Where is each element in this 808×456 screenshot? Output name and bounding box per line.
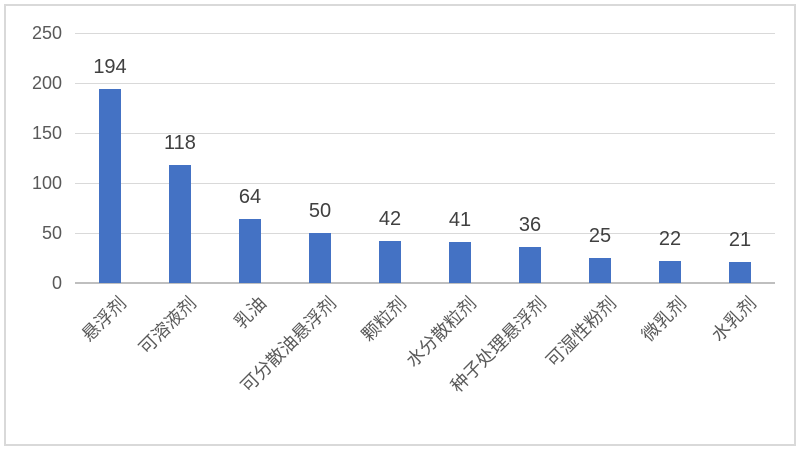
x-axis-line — [75, 282, 775, 284]
gridline — [75, 183, 775, 184]
category-label: 颗粒剂 — [357, 293, 411, 346]
bar — [99, 89, 121, 283]
category-label: 乳油 — [230, 293, 271, 333]
category-label: 微乳剂 — [637, 293, 691, 346]
gridline — [75, 83, 775, 84]
gridline — [75, 233, 775, 234]
y-tick-label: 50 — [41, 223, 62, 243]
bar — [519, 247, 541, 283]
bar — [169, 165, 191, 283]
value-label: 41 — [448, 209, 472, 231]
bar — [729, 262, 751, 283]
bar — [309, 233, 331, 283]
gridline — [75, 33, 775, 34]
y-tick-label: 0 — [51, 273, 62, 293]
bar — [449, 242, 471, 283]
bar — [589, 258, 611, 283]
value-label: 118 — [164, 132, 196, 154]
category-label: 可湿性粉剂 — [542, 293, 621, 371]
value-label: 22 — [658, 228, 682, 250]
bar — [379, 241, 401, 283]
value-label: 36 — [518, 214, 542, 236]
value-label: 21 — [728, 229, 752, 251]
category-label: 悬浮剂 — [77, 293, 131, 346]
value-label: 42 — [378, 208, 402, 230]
category-label: 可溶液剂 — [135, 293, 201, 359]
y-tick-label: 200 — [31, 73, 62, 93]
value-label: 50 — [308, 200, 332, 222]
value-label: 194 — [93, 56, 127, 78]
value-label: 64 — [238, 186, 262, 208]
category-label: 水乳剂 — [707, 293, 761, 346]
value-label: 25 — [588, 225, 612, 247]
bar — [659, 261, 681, 283]
y-tick-label: 100 — [31, 173, 62, 193]
bar — [239, 219, 261, 283]
gridline — [75, 133, 775, 134]
y-tick-label: 150 — [31, 123, 62, 143]
y-tick-label: 250 — [31, 23, 62, 43]
